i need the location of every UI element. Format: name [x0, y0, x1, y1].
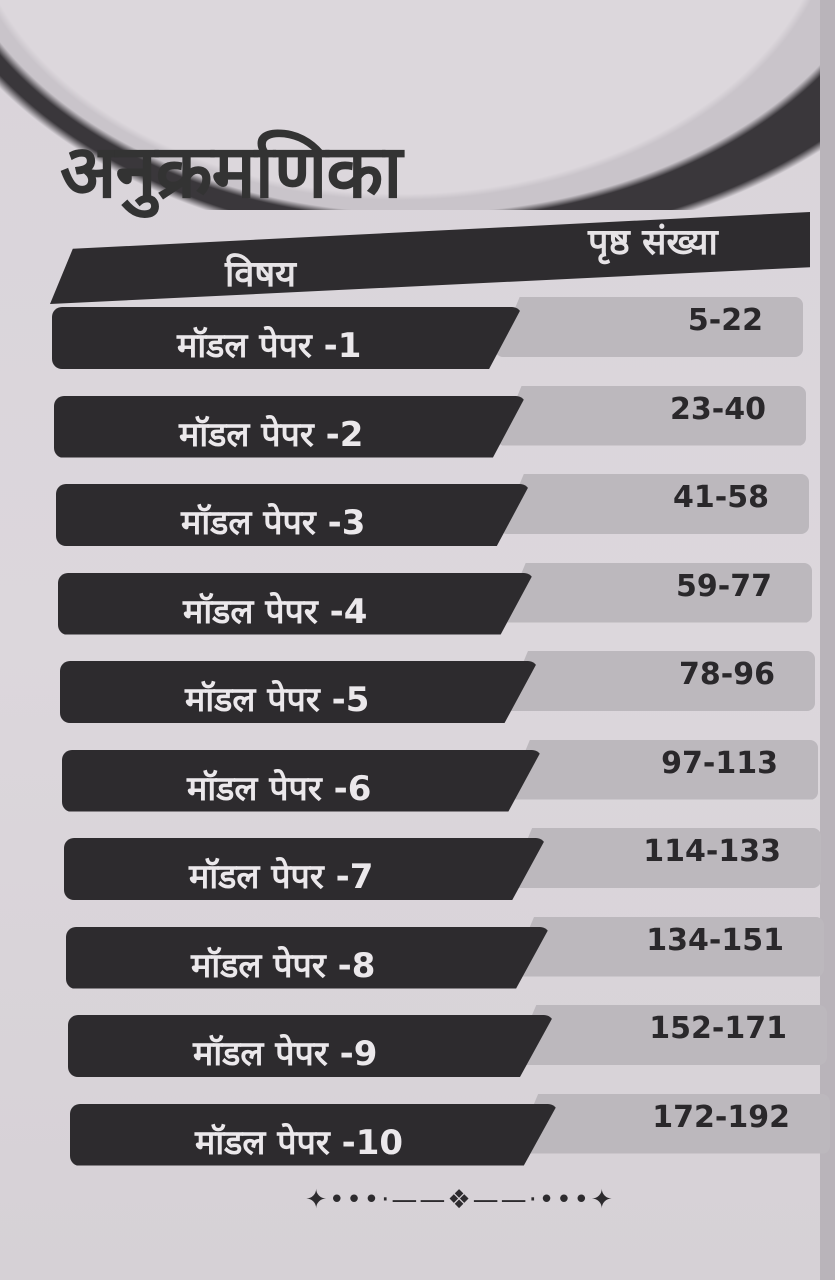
page-range-cell: 23-40 [497, 385, 806, 446]
subject-cell: मॉडल पेपर -4 [58, 572, 534, 635]
page-range: 134-151 [646, 922, 784, 958]
subject-label: मॉडल पेपर -5 [185, 680, 370, 720]
contents-row: 172-192 मॉडल पेपर -10 [0, 1093, 830, 1166]
page-range: 172-192 [652, 1099, 790, 1135]
page-range: 152-171 [649, 1011, 787, 1046]
page-range-cell: 134-151 [509, 916, 824, 977]
pages-column-header: पृष्ठ संख्या [588, 222, 718, 263]
page-range: 5-22 [687, 303, 763, 338]
subject-label: मॉडल पेपर -10 [195, 1122, 404, 1163]
contents-row: 97-113 मॉडल पेपर -6 [0, 739, 820, 812]
page-range-cell: 172-192 [513, 1093, 830, 1154]
subject-label: मॉडल पेपर -9 [193, 1034, 378, 1074]
page-range-cell: 59-77 [501, 562, 812, 623]
page-range: 114-133 [643, 834, 781, 869]
subject-cell: मॉडल पेपर -7 [64, 838, 546, 900]
page-range-cell: 78-96 [503, 651, 815, 711]
page-range: 97-113 [661, 745, 778, 781]
contents-row: 23-40 मॉडल पेपर -2 [0, 385, 820, 458]
subject-cell: मॉडल पेपर -5 [60, 661, 538, 723]
subject-label: मॉडल पेपर -3 [181, 503, 366, 543]
page-title: अनुक्रमणिका [60, 129, 402, 215]
subject-cell: मॉडल पेपर -1 [52, 307, 522, 369]
page-range-cell: 114-133 [507, 828, 821, 888]
page-range-cell: 97-113 [505, 739, 818, 800]
subject-cell: मॉडल पेपर -9 [68, 1015, 554, 1077]
subject-column-header: विषय [225, 254, 297, 295]
contents-row: 114-133 मॉडल पेपर -7 [0, 828, 821, 900]
subject-label: मॉडल पेपर -7 [189, 857, 374, 897]
page-range-cell: 41-58 [499, 474, 809, 534]
page-range-cell: 152-171 [511, 1005, 827, 1065]
page-range: 59-77 [676, 568, 772, 604]
contents-row: 134-151 मॉडल पेपर -8 [0, 916, 824, 989]
contents-row: 152-171 मॉडल पेपर -9 [0, 1005, 827, 1077]
subject-cell: मॉडल पेपर -8 [66, 926, 550, 989]
decorative-divider-icon: ✦•••·——❖——·•••✦ [305, 1185, 615, 1215]
page-range-cell: 5-22 [495, 297, 803, 357]
subject-cell: मॉडल पेपर -10 [70, 1103, 558, 1166]
subject-label: मॉडल पेपर -2 [179, 414, 364, 455]
subject-label: मॉडल पेपर -6 [187, 768, 372, 809]
page-range: 78-96 [679, 657, 775, 692]
subject-label: मॉडल पेपर -8 [191, 945, 376, 986]
contents-row: 5-22 मॉडल पेपर -1 [0, 297, 820, 369]
subject-cell: मॉडल पेपर -3 [56, 484, 530, 546]
subject-cell: मॉडल पेपर -6 [62, 749, 542, 812]
subject-label: मॉडल पेपर -4 [183, 591, 368, 632]
page-range: 41-58 [673, 480, 769, 515]
subject-label: मॉडल पेपर -1 [177, 326, 362, 366]
contents-row: 41-58 मॉडल पेपर -3 [0, 474, 820, 546]
contents-row: 59-77 मॉडल पेपर -4 [0, 562, 820, 635]
contents-row: 78-96 मॉडल पेपर -5 [0, 651, 820, 723]
subject-cell: मॉडल पेपर -2 [54, 395, 526, 458]
page-range: 23-40 [670, 391, 766, 427]
decorative-swoosh [0, 0, 820, 210]
